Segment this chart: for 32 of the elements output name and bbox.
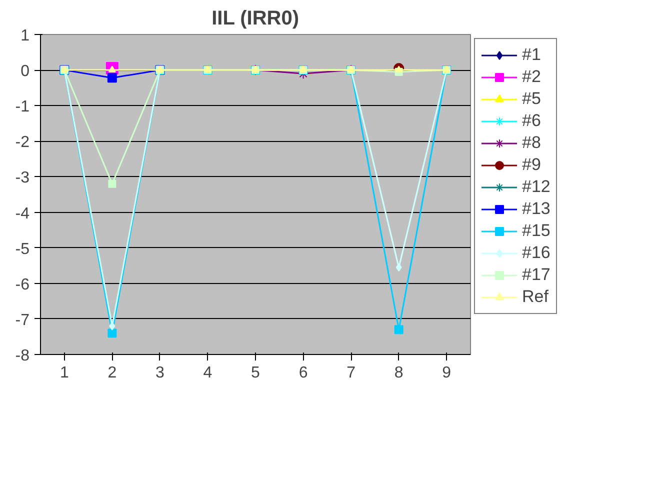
legend-label: #6 — [522, 111, 542, 131]
chart-title: IIL (IRR0) — [212, 8, 300, 30]
y-tick-label: -2 — [15, 134, 30, 152]
x-tick-label: 5 — [251, 364, 260, 382]
x-tick-label: 2 — [108, 364, 117, 382]
legend-label: #8 — [522, 133, 542, 153]
legend-label: #2 — [522, 67, 542, 87]
x-tick-label: 3 — [155, 364, 164, 382]
y-tick-label: 1 — [20, 28, 30, 44]
legend-label: #1 — [522, 45, 542, 65]
legend-label: #9 — [522, 155, 542, 175]
legend-label: Ref — [522, 287, 548, 307]
y-tick-label: 0 — [20, 63, 30, 80]
y-tick-label: -5 — [15, 240, 30, 258]
x-tick-label: 6 — [298, 364, 308, 382]
x-tick-label: 8 — [394, 364, 404, 382]
legend-label: #16 — [522, 243, 550, 263]
x-tick-label: 9 — [442, 364, 452, 382]
legend-label: #15 — [522, 221, 550, 241]
y-tick-label: -1 — [15, 98, 30, 116]
y-tick-label: -3 — [15, 170, 30, 187]
legend-label: #5 — [522, 89, 542, 109]
x-tick-label: 1 — [60, 364, 69, 382]
y-tick-label: -8 — [15, 348, 30, 364]
x-tick-label: 7 — [346, 364, 356, 382]
legend-label: #17 — [522, 265, 550, 285]
x-tick-label: 4 — [203, 364, 212, 382]
legend-label: #12 — [522, 177, 550, 197]
y-tick-label: -4 — [15, 205, 30, 222]
legend-label: #13 — [522, 199, 550, 219]
y-tick-label: -7 — [15, 312, 30, 329]
y-tick-label: -6 — [15, 276, 30, 294]
